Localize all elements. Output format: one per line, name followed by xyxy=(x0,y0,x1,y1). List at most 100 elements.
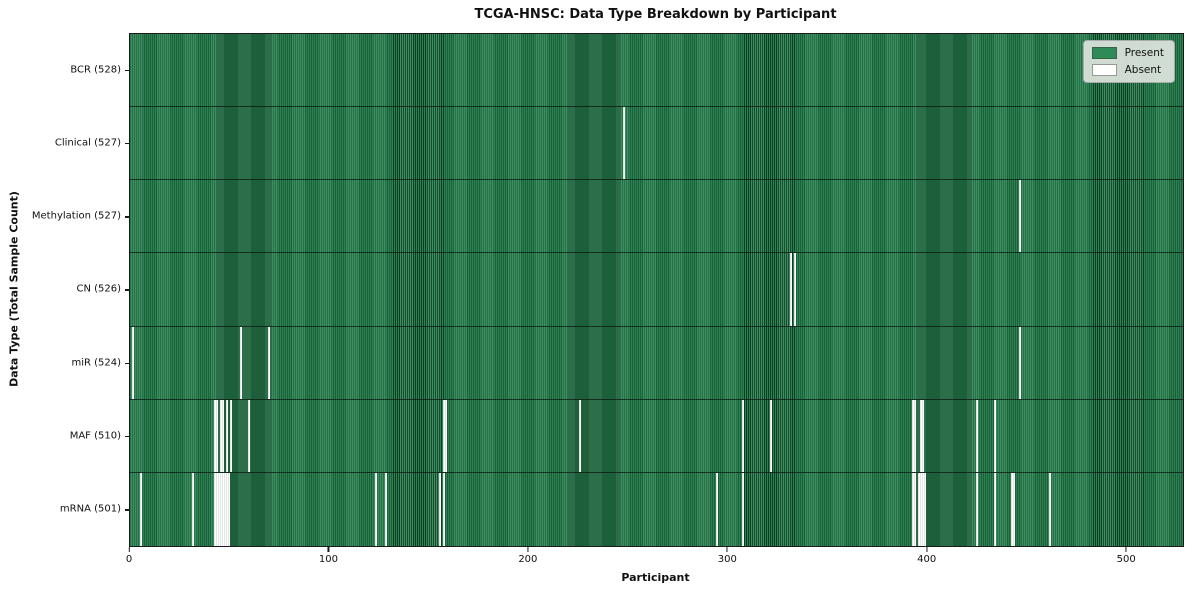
y-tick-mark xyxy=(125,216,130,218)
absent-stripe xyxy=(913,399,916,472)
absent-stripe xyxy=(223,472,226,546)
legend-entry-present: Present xyxy=(1091,47,1164,59)
x-tick-mark xyxy=(926,546,928,552)
heatmap-row-methylation: Methylation (527) xyxy=(32,180,1183,254)
absent-stripe xyxy=(215,472,218,546)
absent-stripe xyxy=(219,472,222,546)
x-axis-label: Participant xyxy=(621,571,690,584)
y-tick-mark xyxy=(125,509,130,511)
x-axis-ticks: 0 100 200 300 400 500 xyxy=(125,546,1182,571)
absent-stripe xyxy=(225,399,228,472)
x-tick-100: 100 xyxy=(318,546,338,565)
y-tick-label-bcr: BCR (528) xyxy=(70,64,121,76)
absent-stripe xyxy=(1011,472,1014,546)
y-tick-label-methylation: Methylation (527) xyxy=(31,210,121,222)
plot-area: Present Absent BCR (528) Clinical (527) Me… xyxy=(32,33,1184,547)
absent-stripe xyxy=(375,472,378,546)
x-tick-mark xyxy=(726,546,728,552)
absent-stripe xyxy=(1019,326,1022,399)
absent-stripe xyxy=(716,472,719,546)
x-tick-mark xyxy=(327,546,330,552)
heatmap-row-mrna: mRNA (501) xyxy=(60,472,1183,546)
absent-stripe xyxy=(217,472,220,546)
y-tick-label-mir: miR (524) xyxy=(71,357,121,369)
x-tick-label: 0 xyxy=(125,553,133,565)
y-tick-mark xyxy=(125,435,130,437)
absent-stripe xyxy=(1049,472,1052,546)
absent-stripe xyxy=(247,399,250,472)
absent-stripe xyxy=(443,472,446,546)
absent-stripe xyxy=(213,399,216,472)
absent-stripe xyxy=(790,253,793,326)
absent-stripe xyxy=(923,472,926,546)
absent-stripe xyxy=(742,472,745,546)
absent-stripe xyxy=(913,472,916,546)
absent-stripe xyxy=(227,472,230,546)
heatmap-row-clinical: Clinical (527) xyxy=(55,107,1183,181)
y-axis-label: Data Type (Total Sample Count) xyxy=(7,191,21,387)
heatmap-row-mir: miR (524) xyxy=(71,326,1183,400)
y-tick-mark xyxy=(125,143,130,145)
absent-stripe xyxy=(1019,180,1022,253)
absent-stripe xyxy=(993,399,996,472)
x-tick-label: 500 xyxy=(1116,553,1136,565)
x-tick-500: 500 xyxy=(1116,546,1136,565)
legend-swatch-absent-icon xyxy=(1091,64,1117,76)
absent-stripe xyxy=(919,472,922,546)
y-tick-label-cn: CN (526) xyxy=(76,283,121,295)
x-tick-mark xyxy=(1125,546,1127,552)
absent-stripe xyxy=(239,326,242,399)
absent-stripe xyxy=(993,472,996,546)
absent-stripe xyxy=(225,472,228,546)
absent-stripe xyxy=(622,107,625,180)
x-tick-label: 400 xyxy=(917,553,937,565)
absent-stripe xyxy=(439,472,442,546)
absent-stripe xyxy=(911,472,914,546)
absent-stripe xyxy=(975,399,978,472)
absent-stripe xyxy=(1013,472,1016,546)
legend-label-present: Present xyxy=(1124,47,1164,59)
absent-stripe xyxy=(385,472,388,546)
y-tick-mark xyxy=(125,289,130,291)
chart-title: TCGA-HNSC: Data Type Breakdown by Partic… xyxy=(474,7,837,22)
x-tick-400: 400 xyxy=(917,546,937,565)
absent-stripe xyxy=(213,472,216,546)
absent-stripe xyxy=(229,399,232,472)
absent-stripe xyxy=(221,399,224,472)
absent-stripe xyxy=(770,399,773,472)
absent-stripe xyxy=(917,472,920,546)
x-tick-label: 100 xyxy=(318,553,338,565)
absent-stripe xyxy=(578,399,581,472)
y-tick-label-clinical: Clinical (527) xyxy=(54,137,121,149)
absent-stripe xyxy=(921,399,924,472)
x-tick-mark xyxy=(128,546,130,552)
y-tick-mark xyxy=(125,362,130,364)
legend-swatch-present-icon xyxy=(1091,47,1117,59)
x-tick-0: 0 xyxy=(125,546,133,565)
absent-stripe xyxy=(921,472,924,546)
absent-stripe xyxy=(215,399,218,472)
absent-stripe xyxy=(219,399,222,472)
absent-stripe xyxy=(139,472,142,546)
absent-stripe xyxy=(445,399,448,472)
absent-stripe xyxy=(975,472,978,546)
legend-label-absent: Absent xyxy=(1124,64,1162,76)
heatmap-row-cn: CN (526) xyxy=(76,253,1183,327)
absent-stripe xyxy=(221,472,224,546)
y-tick-mark xyxy=(125,70,130,72)
absent-stripe xyxy=(911,399,914,472)
legend: Present Absent xyxy=(1082,40,1175,83)
x-tick-label: 200 xyxy=(518,553,538,565)
legend-entry-absent: Absent xyxy=(1091,64,1164,76)
absent-stripe xyxy=(267,326,270,399)
absent-stripe xyxy=(742,399,745,472)
x-tick-mark xyxy=(527,546,529,552)
absent-stripe xyxy=(131,326,134,399)
x-tick-300: 300 xyxy=(718,546,737,565)
heatmap-row-bcr: BCR (528) xyxy=(70,34,1183,108)
y-tick-label-maf: MAF (510) xyxy=(69,430,121,442)
absent-stripe xyxy=(191,472,194,546)
y-tick-label-mrna: mRNA (501) xyxy=(59,503,121,515)
absent-stripe xyxy=(919,399,922,472)
